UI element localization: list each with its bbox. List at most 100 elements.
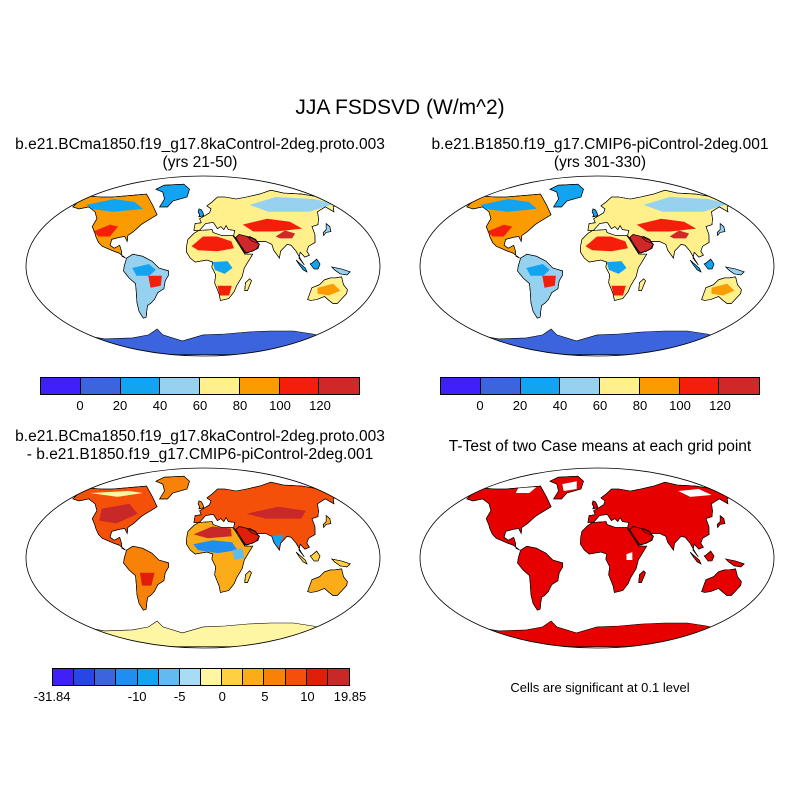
- region-usa-southwest: [487, 224, 513, 237]
- panel-diff-title-line2: - b.e21.B1850.f19_g17.CMIP6-piControl-2d…: [26, 446, 374, 463]
- region-central-asia: [242, 218, 303, 232]
- significance-note: Cells are significant at 0.1 level: [510, 680, 690, 695]
- colorbar-control: [440, 377, 760, 395]
- colorbar-control-swatch: [560, 378, 600, 394]
- colorbar-control-tick-label: 40: [552, 398, 568, 413]
- colorbar-difference-swatch: [222, 669, 244, 685]
- colorbar-control-swatch: [520, 378, 561, 394]
- coastline-australia: [701, 568, 742, 596]
- coastline-arabia: [235, 526, 260, 546]
- coastline-borneo: [703, 550, 715, 562]
- region-sahel-negative: [193, 540, 238, 554]
- colorbar-control-tick-label: 20: [512, 398, 528, 413]
- colorbar-difference-swatch: [243, 669, 265, 685]
- region-amazon: [132, 264, 156, 276]
- colorbar-case-swatch: [160, 378, 200, 394]
- landmass-greenland: [155, 475, 190, 500]
- colorbar-control-tick-label: 100: [669, 398, 691, 413]
- map-boundary: [419, 175, 775, 357]
- landmass-antarctica: [463, 328, 728, 355]
- colorbar-control-swatch: [441, 378, 481, 394]
- region-congo-basin: [212, 261, 233, 274]
- coastline-southAmerica: [123, 253, 170, 319]
- map-ttest: [419, 467, 775, 649]
- colorbar-difference-tick-label: -31.84: [33, 689, 71, 704]
- colorbar-case: [40, 377, 360, 395]
- landmass-antarctica: [69, 620, 334, 647]
- coastline-uk: [197, 208, 205, 218]
- colorbar-difference-swatch: [285, 669, 307, 685]
- region-sahara-positive: [193, 526, 232, 539]
- colorbar-control-swatch: [719, 378, 759, 394]
- colorbar-difference-tick-label: -5: [173, 689, 186, 704]
- region-tibet-plateau: [669, 230, 690, 239]
- region-siberia: [643, 197, 729, 212]
- coastline-eurasia: [587, 189, 734, 266]
- region-boreal-canada: [86, 199, 143, 212]
- coastline-borneo: [703, 258, 715, 270]
- colorbar-control-swatch: [480, 378, 521, 394]
- colorbar-difference-swatch: [179, 669, 201, 685]
- colorbar-difference-swatch: [306, 669, 328, 685]
- coastline-africa: [580, 229, 648, 301]
- region-southern-africa: [217, 285, 232, 296]
- coastline-japan: [322, 514, 332, 529]
- landmass-antarctica: [463, 620, 728, 647]
- colorbar-control-tick-label: 60: [592, 398, 608, 413]
- coastline-newGuinea: [724, 558, 745, 568]
- colorbar-control-swatch: [600, 378, 640, 394]
- landmass-greenland: [155, 183, 190, 208]
- colorbar-control-tick-label: 0: [476, 398, 484, 413]
- coastline-madagascar: [638, 570, 646, 583]
- coastline-eurasia: [587, 481, 734, 558]
- coastline-sumatra: [295, 259, 308, 273]
- map-difference: [25, 467, 381, 649]
- region-siberia: [249, 197, 335, 212]
- coastline-africa: [186, 521, 254, 593]
- panel-diff-title: b.e21.BCma1850.f19_g17.8kaControl-2deg.p…: [0, 428, 400, 464]
- coastline-eurasia: [193, 189, 340, 266]
- coastline-southAmerica: [517, 253, 564, 319]
- colorbar-difference-tick-label: -10: [127, 689, 147, 704]
- colorbar-case-tick-label: 60: [192, 398, 208, 413]
- panel-control-title: b.e21.B1850.f19_g17.CMIP6-piControl-2deg…: [400, 136, 800, 172]
- region-tibet-plateau: [275, 230, 296, 239]
- colorbar-difference-labels: -31.84 -10 -5 0 5 10 19.85: [34, 689, 367, 705]
- coastline-northAmerica: [72, 193, 158, 259]
- region-central-asia: [636, 218, 697, 232]
- landmass-japan: [322, 222, 332, 237]
- coastline-africa: [186, 229, 254, 301]
- colorbar-case-swatch: [319, 378, 359, 394]
- coastline-eurasia: [193, 481, 340, 558]
- colorbar-case-tick-label: 20: [112, 398, 128, 413]
- region-sahara-core: [191, 236, 234, 252]
- landmass-greenland: [549, 183, 584, 208]
- colorbar-difference: [52, 668, 350, 686]
- colorbar-case-tick-label: 0: [76, 398, 84, 413]
- coastline-greenland: [155, 183, 190, 208]
- map-boundary: [25, 175, 381, 357]
- coastline-japan: [322, 222, 332, 237]
- region-australia-interior: [711, 283, 735, 296]
- panel-control-title-line2: (yrs 301-330): [553, 154, 647, 171]
- landmass-antarctica: [69, 328, 334, 355]
- landmass-japan: [716, 222, 726, 237]
- region-australia-interior: [317, 283, 341, 296]
- panel-case-title-line2: (yrs 21-50): [162, 154, 238, 171]
- colorbar-control-tick-label: 80: [632, 398, 648, 413]
- region-usa-southwest: [93, 224, 119, 237]
- colorbar-control-labels: 0 20 40 60 80 100 120: [440, 398, 760, 414]
- panel-ttest-title: T-Test of two Case means at each grid po…: [400, 438, 800, 456]
- coastline-arabia: [629, 234, 654, 254]
- colorbar-case-labels: 0 20 40 60 80 100 120: [40, 398, 360, 414]
- coastline-northAmerica: [466, 193, 552, 259]
- region-insignificant-siberia: [678, 489, 712, 497]
- coastline-borneo: [309, 550, 321, 562]
- coastline-greenland: [549, 475, 584, 500]
- map-case: [25, 175, 381, 357]
- coastline-northAmerica: [466, 485, 552, 551]
- colorbar-difference-tick-label: 5: [261, 689, 269, 704]
- region-brazil-highlands: [542, 275, 556, 288]
- map-boundary: [25, 467, 381, 649]
- region-insignificant-arctic-canada: [515, 487, 537, 493]
